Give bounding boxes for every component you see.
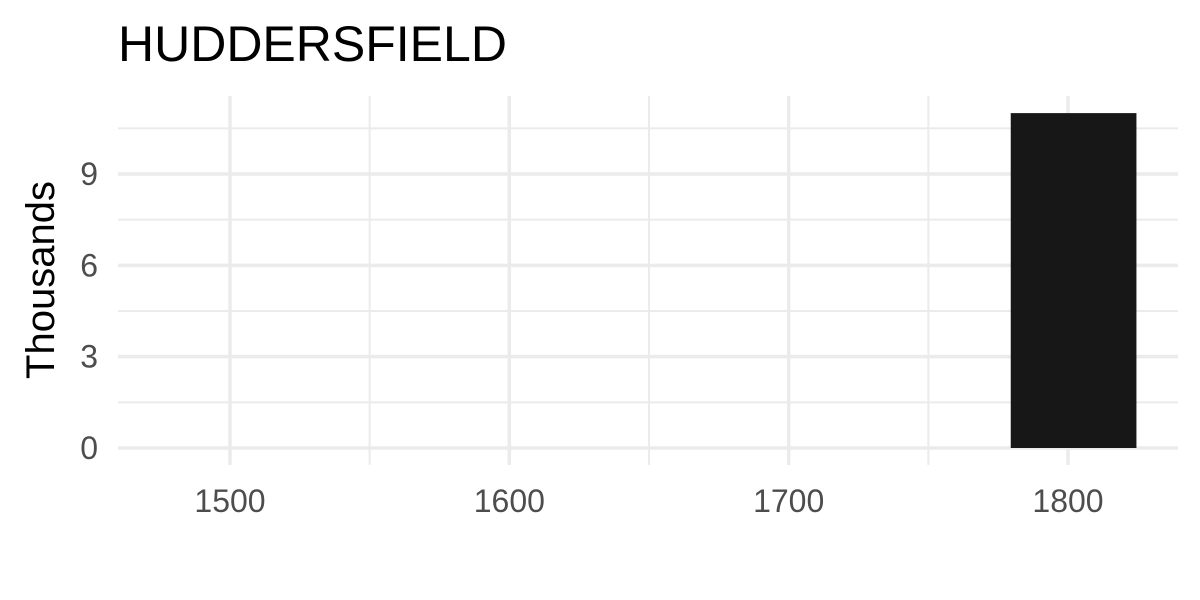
y-tick-label: 0: [80, 430, 98, 466]
y-axis-title: Thousands: [19, 181, 63, 379]
bar: [1010, 113, 1137, 448]
x-tick-label: 1500: [194, 483, 265, 519]
x-tick-label: 1800: [1032, 483, 1103, 519]
y-tick-label: 6: [80, 247, 98, 283]
x-tick-label: 1700: [753, 483, 824, 519]
y-tick-label: 3: [80, 339, 98, 375]
bar-layer: [1010, 113, 1137, 448]
y-tick-label: 9: [80, 156, 98, 192]
tick-label-layer: 0 3 6 9 1500 1600 1700 1800: [80, 156, 1103, 519]
x-tick-label: 1600: [474, 483, 545, 519]
chart-title: HUDDERSFIELD: [118, 16, 507, 72]
